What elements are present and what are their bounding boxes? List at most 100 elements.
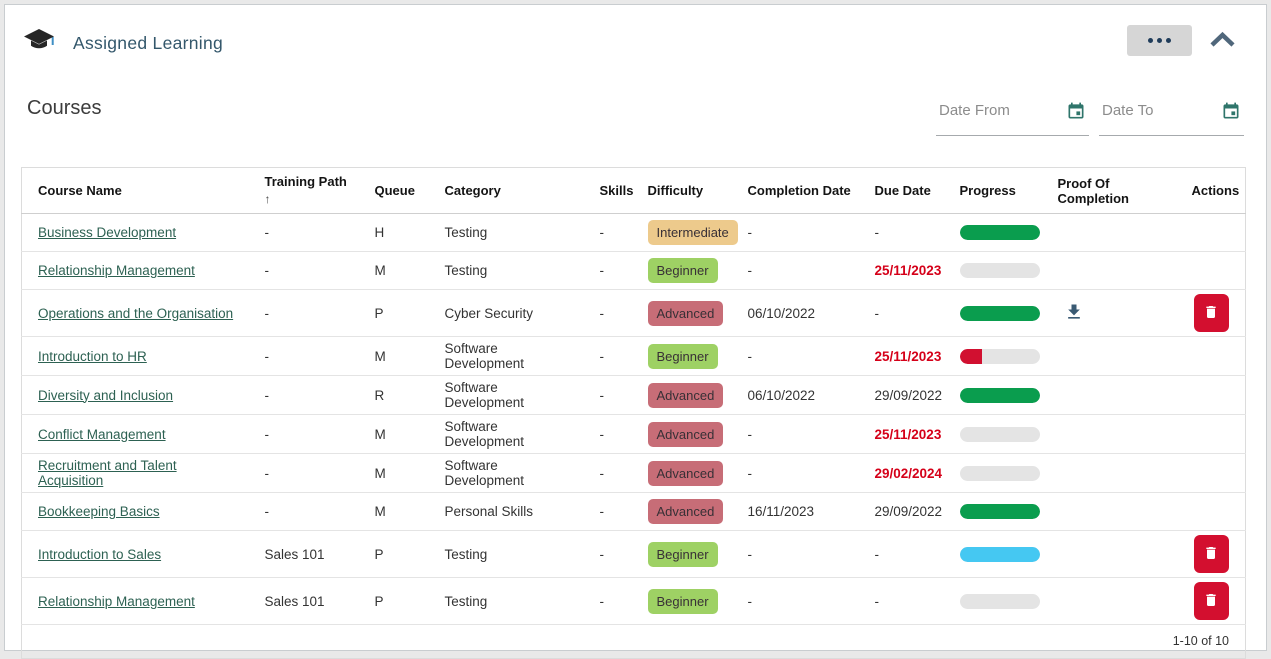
completion-date-cell: - bbox=[731, 251, 859, 290]
category-cell: Software Development bbox=[428, 414, 584, 454]
course-link[interactable]: Introduction to HR bbox=[38, 348, 147, 364]
table-row: Business Development - H Testing - Intermedia… bbox=[21, 213, 1246, 252]
date-filters: Date From Date To bbox=[936, 92, 1244, 136]
collapse-panel-button[interactable] bbox=[1208, 29, 1236, 53]
skills-cell: - bbox=[583, 577, 632, 625]
download-proof-button[interactable] bbox=[1064, 302, 1084, 325]
pagination-range-label: 1-10 of 10 bbox=[1172, 634, 1229, 648]
proof-of-completion-cell bbox=[1041, 251, 1176, 290]
column-header-difficulty[interactable]: Difficulty bbox=[631, 167, 732, 214]
category-cell: Software Development bbox=[428, 453, 584, 493]
pagination-row: 1-10 of 10 bbox=[22, 625, 1246, 659]
actions-cell bbox=[1175, 530, 1246, 578]
course-name-cell: Relationship Management bbox=[21, 251, 249, 290]
column-header-category[interactable]: Category bbox=[428, 167, 584, 214]
progress-bar bbox=[959, 305, 1040, 321]
delete-course-button[interactable] bbox=[1193, 535, 1229, 573]
progress-cell bbox=[943, 453, 1042, 493]
training-path-cell: - bbox=[248, 251, 359, 290]
course-name-cell: Relationship Management bbox=[21, 577, 249, 625]
category-cell: Cyber Security bbox=[428, 289, 584, 337]
course-name-cell: Business Development bbox=[21, 213, 249, 252]
delete-course-button[interactable] bbox=[1193, 294, 1229, 332]
assigned-learning-panel: Assigned Learning Courses Date From Date… bbox=[4, 4, 1267, 659]
course-link[interactable]: Introduction to Sales bbox=[38, 546, 162, 562]
date-to-placeholder: Date To bbox=[1102, 102, 1154, 119]
course-link[interactable]: Diversity and Inclusion bbox=[38, 387, 174, 403]
table-row: Relationship Management - M Testing - Beginne… bbox=[21, 251, 1246, 290]
column-header-due-date[interactable]: Due Date bbox=[858, 167, 944, 214]
training-path-cell: Sales 101 bbox=[248, 530, 359, 578]
column-header-queue[interactable]: Queue bbox=[358, 167, 429, 214]
trash-icon bbox=[1203, 591, 1219, 612]
course-link[interactable]: Business Development bbox=[38, 225, 177, 240]
due-date-cell: 25/11/2023 bbox=[858, 251, 944, 290]
difficulty-cell: Advanced bbox=[631, 289, 732, 337]
delete-course-button[interactable] bbox=[1193, 582, 1229, 620]
difficulty-cell: Advanced bbox=[631, 414, 732, 454]
due-date-cell: - bbox=[858, 577, 944, 625]
date-from-field[interactable]: Date From bbox=[936, 92, 1089, 136]
column-header-training-path[interactable]: Training Path ↑ bbox=[248, 167, 359, 214]
queue-cell: P bbox=[358, 577, 429, 625]
completion-date-cell: - bbox=[731, 577, 859, 625]
courses-table: Course Name Training Path ↑ Queue Catego… bbox=[21, 167, 1246, 659]
column-header-skills[interactable]: Skills bbox=[583, 167, 633, 214]
progress-cell bbox=[943, 530, 1042, 578]
more-options-button[interactable] bbox=[1127, 25, 1192, 56]
proof-of-completion-cell bbox=[1041, 577, 1176, 625]
training-path-cell: - bbox=[248, 414, 359, 454]
date-to-field[interactable]: Date To bbox=[1099, 92, 1244, 136]
progress-cell bbox=[943, 289, 1042, 337]
column-header-course-name[interactable]: Course Name bbox=[21, 167, 249, 214]
difficulty-badge: Advanced bbox=[647, 499, 724, 524]
calendar-icon[interactable] bbox=[1066, 101, 1086, 121]
date-from-placeholder: Date From bbox=[939, 102, 1010, 119]
calendar-icon[interactable] bbox=[1221, 101, 1241, 121]
course-link[interactable]: Conflict Management bbox=[38, 426, 166, 442]
column-header-actions: Actions bbox=[1175, 167, 1246, 214]
courses-table-body: Business Development - H Testing - Intermedia… bbox=[21, 213, 1246, 625]
queue-cell: R bbox=[358, 375, 429, 415]
completion-date-cell: - bbox=[731, 453, 859, 493]
difficulty-cell: Advanced bbox=[631, 375, 732, 415]
queue-cell: H bbox=[358, 213, 429, 252]
course-link[interactable]: Recruitment and Talent Acquisition bbox=[38, 458, 177, 488]
actions-cell bbox=[1175, 336, 1246, 376]
difficulty-badge: Advanced bbox=[647, 382, 724, 408]
course-link[interactable]: Bookkeeping Basics bbox=[38, 504, 160, 519]
skills-cell: - bbox=[583, 336, 632, 376]
difficulty-badge: Beginner bbox=[647, 258, 718, 283]
skills-cell: - bbox=[583, 414, 632, 454]
skills-cell: - bbox=[583, 213, 632, 252]
table-row: Relationship Management Sales 101 P Testing… bbox=[21, 577, 1246, 625]
progress-bar bbox=[959, 263, 1040, 279]
completion-date-cell: 06/10/2022 bbox=[731, 375, 859, 415]
due-date-cell: 25/11/2023 bbox=[858, 414, 944, 454]
proof-of-completion-cell bbox=[1041, 453, 1176, 493]
category-cell: Testing bbox=[428, 577, 584, 625]
actions-cell bbox=[1175, 492, 1246, 531]
difficulty-badge: Advanced bbox=[647, 421, 724, 447]
difficulty-cell: Beginner bbox=[631, 577, 732, 625]
difficulty-cell: Advanced bbox=[631, 492, 732, 531]
difficulty-cell: Beginner bbox=[631, 530, 732, 578]
section-title: Courses bbox=[27, 97, 102, 119]
proof-of-completion-cell bbox=[1041, 530, 1176, 578]
column-header-completion-date[interactable]: Completion Date bbox=[731, 167, 859, 214]
column-header-proof-of-completion[interactable]: Proof Of Completion bbox=[1041, 167, 1176, 214]
queue-cell: M bbox=[358, 336, 429, 376]
completion-date-cell: 06/10/2022 bbox=[731, 289, 859, 337]
queue-cell: M bbox=[358, 251, 429, 290]
course-link[interactable]: Operations and the Organisation bbox=[38, 305, 234, 321]
progress-bar bbox=[959, 593, 1040, 609]
course-link[interactable]: Relationship Management bbox=[38, 593, 195, 609]
column-header-progress[interactable]: Progress bbox=[943, 167, 1042, 214]
proof-of-completion-cell bbox=[1041, 336, 1176, 376]
training-path-cell: - bbox=[248, 289, 359, 337]
actions-cell bbox=[1175, 251, 1246, 290]
course-link[interactable]: Relationship Management bbox=[38, 263, 195, 278]
progress-cell bbox=[943, 414, 1042, 454]
course-name-cell: Diversity and Inclusion bbox=[21, 375, 249, 415]
progress-cell bbox=[943, 213, 1042, 252]
